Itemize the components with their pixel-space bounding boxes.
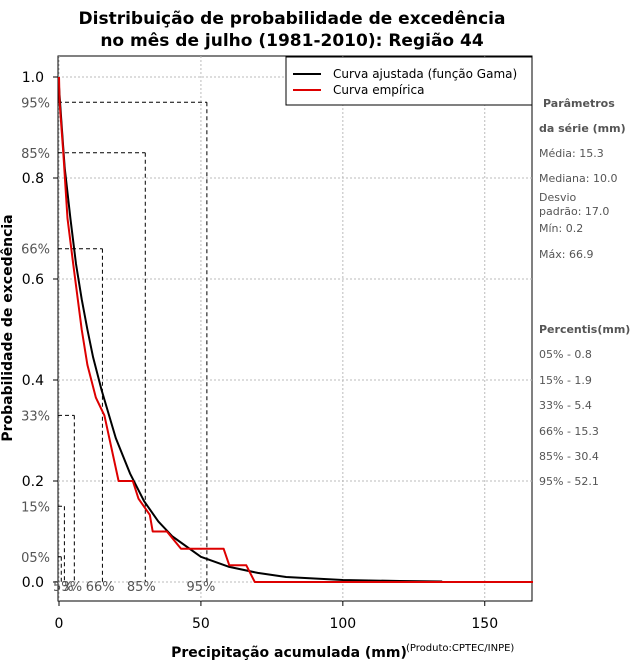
x-axis-label: Precipitação acumulada (mm): [171, 645, 407, 660]
y-axis-label: Probabilidade de excedência: [0, 214, 16, 441]
y-tick-label-0.2: 0.2: [22, 474, 44, 490]
param-max: Máx: 66.9: [539, 248, 593, 261]
product-credit: (Produto:CPTEC/INPE): [406, 643, 514, 654]
bottom-pct-label-66%: 66%: [86, 580, 115, 595]
empirical-curve: [58, 76, 533, 583]
left-pct-label-05%: 05%: [21, 551, 50, 566]
y-tick-label-0.8: 0.8: [22, 171, 44, 187]
chart-title-line-2: no mês de julho (1981-2010): Região 44: [100, 31, 484, 51]
left-pct-label-95%: 95%: [21, 96, 50, 111]
legend: Curva ajustada (função Gama) Curva empír…: [285, 56, 533, 106]
x-tick-label-100: 100: [329, 616, 356, 632]
param-mean: Média: 15.3: [539, 147, 604, 160]
plot-area: 0.0 0.2 0.4 0.6 0.8 1.0 0 50 100 150 95% 85% 66% 33…: [21, 55, 533, 632]
grid-lines: [58, 56, 532, 601]
bottom-pct-label-3%: 3%: [61, 580, 82, 595]
bottom-pct-label-95%: 95%: [186, 580, 215, 595]
sidebar-percentis: Percentis(mm) 05% - 0.8 15% - 1.9 33% - …: [539, 323, 630, 488]
param-std-1: Desvio: [539, 191, 577, 204]
y-axis-ticks: 0.0 0.2 0.4 0.6 0.8 1.0: [22, 70, 58, 591]
y-tick-label-0.6: 0.6: [22, 272, 44, 288]
y-tick-label-1.0: 1.0: [22, 70, 44, 86]
percentil-33: 33% - 5.4: [539, 399, 592, 412]
chart-title-line-1: Distribuição de probabilidade de excedên…: [79, 9, 506, 29]
left-pct-label-85%: 85%: [21, 147, 50, 162]
percentil-85: 85% - 30.4: [539, 450, 599, 463]
percentile-guide-lines: [58, 101, 208, 582]
left-pct-label-15%: 15%: [21, 500, 50, 515]
x-tick-label-150: 150: [471, 616, 498, 632]
param-min: Mín: 0.2: [539, 222, 583, 235]
fitted-gamma-curve: [58, 87, 443, 583]
x-tick-label-0: 0: [55, 616, 64, 632]
percentil-66: 66% - 15.3: [539, 425, 599, 438]
percentil-95: 95% - 52.1: [539, 475, 599, 488]
bottom-percentile-labels: 5%3% 66% 85% 95%: [53, 580, 215, 595]
series-layer: [58, 76, 533, 583]
bottom-pct-label-85%: 85%: [127, 580, 156, 595]
x-tick-label-50: 50: [192, 616, 210, 632]
sidebar-parameters: Parâmetros da série (mm) Média: 15.3 Med…: [539, 97, 626, 261]
x-axis-ticks: 0 50 100 150: [55, 601, 498, 632]
left-pct-label-66%: 66%: [21, 243, 50, 258]
legend-label-empirical: Curva empírica: [333, 83, 424, 97]
params-title-2: da série (mm): [539, 122, 626, 135]
y-tick-label-0.0: 0.0: [22, 575, 44, 591]
percentis-title: Percentis(mm): [539, 323, 630, 336]
param-std-2: padrão: 17.0: [539, 205, 609, 218]
left-pct-label-33%: 33%: [21, 409, 50, 424]
legend-box: [285, 56, 533, 106]
legend-label-fitted: Curva ajustada (função Gama): [333, 67, 517, 81]
bottom-pct-label-5%: 5%: [53, 580, 74, 595]
param-median: Mediana: 10.0: [539, 172, 617, 185]
plot-border: [57, 55, 533, 602]
params-title-1: Parâmetros: [543, 97, 615, 110]
y-tick-label-0.4: 0.4: [22, 373, 44, 389]
left-percentile-labels: 95% 85% 66% 33% 15% 05%: [21, 96, 50, 566]
percentil-05: 05% - 0.8: [539, 348, 592, 361]
percentil-15: 15% - 1.9: [539, 374, 592, 387]
